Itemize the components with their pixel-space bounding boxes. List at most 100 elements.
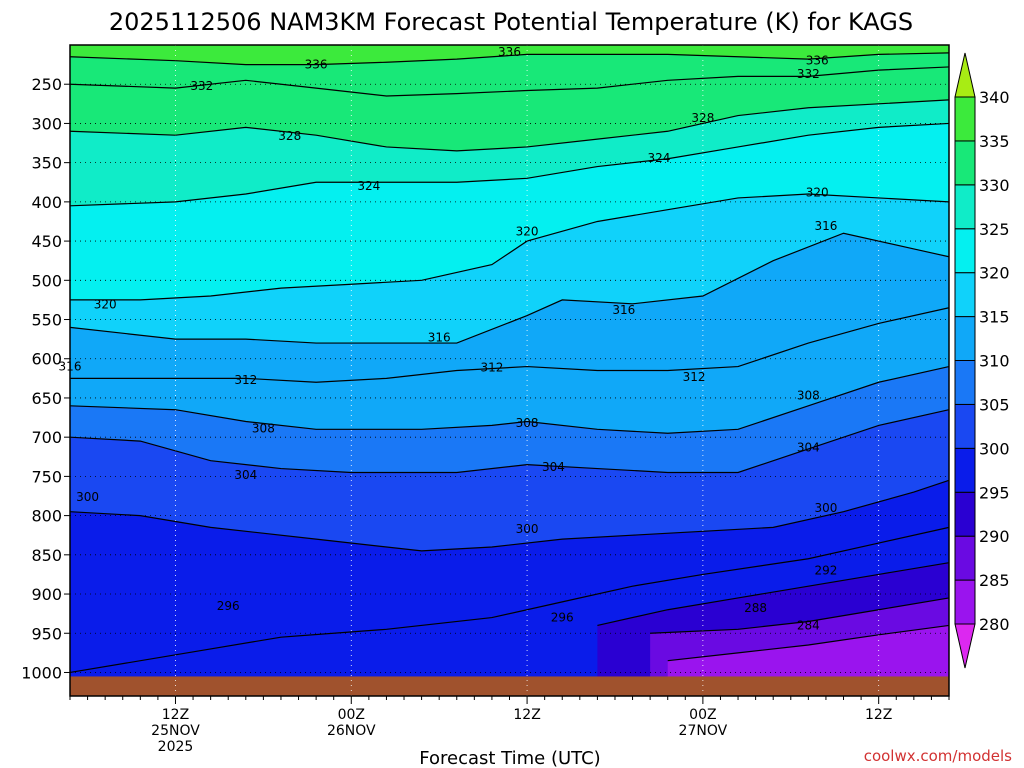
y-tick-label: 250 <box>31 75 62 94</box>
contour-line-332 <box>69 66 950 97</box>
colorbar-segment <box>954 360 976 405</box>
theta-contours <box>69 52 950 674</box>
colorbar-label: 280 <box>979 615 1010 634</box>
colorbar-segment <box>954 535 976 581</box>
contour-label: 324 <box>647 151 670 165</box>
contour-line-316 <box>69 232 950 344</box>
colorbar-segment <box>954 447 976 493</box>
colorbar-label: 330 <box>979 176 1010 195</box>
contour-line-336 <box>69 52 950 66</box>
contour-label: 316 <box>428 331 451 345</box>
contour-label: 312 <box>683 370 706 384</box>
colorbar-segment <box>954 96 976 142</box>
contour-label: 308 <box>252 422 275 436</box>
contour-label: 324 <box>357 179 380 193</box>
colorbar-label: 340 <box>979 88 1010 107</box>
grid-lines <box>70 45 949 696</box>
colorbar-segment <box>954 184 976 230</box>
theta-band <box>70 123 949 300</box>
colorbar-segment <box>954 272 976 318</box>
contour-line-320 <box>70 193 950 301</box>
theta-band <box>70 480 949 673</box>
x-tick-label: 25NOV <box>151 723 200 739</box>
contour-label: 328 <box>278 129 301 143</box>
x-tick-label: 12Z <box>162 707 189 723</box>
colorbar: 280 285 290 295 300 305 310 315 320 325 330 335 340 <box>954 52 1010 669</box>
contour-line-308 <box>69 365 950 434</box>
contour-label: 320 <box>516 225 539 239</box>
colorbar-segment <box>954 403 976 449</box>
x-tick-label: 27NOV <box>679 723 728 739</box>
contour-label: 320 <box>94 298 117 312</box>
x-tick-label: 12Z <box>865 707 892 723</box>
contour-label: 320 <box>806 185 829 199</box>
y-tick-label: 500 <box>31 271 62 290</box>
colorbar-label: 335 <box>979 132 1010 151</box>
contour-label: 316 <box>814 219 837 233</box>
credit-text: coolwx.com/models <box>864 747 1012 765</box>
y-tick-label: 300 <box>31 114 62 133</box>
y-tick-label: 1000 <box>21 663 62 682</box>
colorbar-label: 300 <box>979 439 1010 458</box>
y-tick-label: 900 <box>31 585 62 604</box>
contour-label: 304 <box>542 460 565 474</box>
contour-label: 332 <box>190 79 213 93</box>
contour-label: 296 <box>551 611 574 625</box>
theta-band <box>70 307 949 434</box>
contour-label: 316 <box>612 303 635 317</box>
y-tick-label: 600 <box>31 350 62 369</box>
colorbar-segment <box>954 228 976 274</box>
colorbar-max-arrow <box>954 52 976 98</box>
ground-surface <box>70 676 949 696</box>
y-tick-label: 450 <box>31 232 62 251</box>
contour-label: 336 <box>498 45 521 59</box>
colorbar-label: 290 <box>979 527 1010 546</box>
y-tick-label: 700 <box>31 428 62 447</box>
x-tick-label: 26NOV <box>327 723 376 739</box>
theta-color-bands <box>70 45 949 673</box>
contour-line-292 <box>597 562 950 626</box>
contour-line-328 <box>69 99 950 152</box>
colorbar-label: 315 <box>979 308 1010 327</box>
colorbar-segment <box>954 316 976 362</box>
contour-label: 336 <box>305 58 328 72</box>
y-tick-label: 550 <box>31 311 62 330</box>
y-tick-label: 950 <box>31 624 62 643</box>
contour-label: 308 <box>797 389 820 403</box>
y-tick-label: 400 <box>31 193 62 212</box>
x-tick-label: 2025 <box>158 739 194 755</box>
contour-label: 304 <box>797 440 820 454</box>
x-tick-label: 00Z <box>338 707 365 723</box>
contour-line-304 <box>69 409 950 474</box>
contour-label: 300 <box>76 490 99 504</box>
contour-line-284 <box>667 624 950 662</box>
y-tick-label: 750 <box>31 467 62 486</box>
ground-mask <box>70 676 949 696</box>
theta-band <box>70 409 949 551</box>
chart-title: 2025112506 NAM3KM Forecast Potential Tem… <box>109 8 913 36</box>
theta-band <box>70 194 949 344</box>
y-tick-label: 800 <box>31 507 62 526</box>
contour-line-288 <box>650 597 950 634</box>
colorbar-segment <box>954 140 976 186</box>
pressure-axis: 250 300 350 400 450 500 550 600 650 700 750 800 850 9… <box>21 75 70 682</box>
theta-band <box>70 45 949 65</box>
theta-band <box>70 233 949 383</box>
y-tick-label: 650 <box>31 389 62 408</box>
colorbar-segment <box>954 579 976 625</box>
colorbar-segment <box>954 491 976 537</box>
theta-band <box>70 99 949 206</box>
contour-label: 284 <box>797 618 820 632</box>
contour-label: 304 <box>234 468 257 482</box>
contour-label: 312 <box>480 360 503 374</box>
x-tick-label: 12Z <box>513 707 540 723</box>
y-tick-label: 350 <box>31 154 62 173</box>
contour-label: 292 <box>814 564 837 578</box>
colorbar-label: 310 <box>979 352 1010 371</box>
y-tick-label: 850 <box>31 546 62 565</box>
theta-band <box>70 66 949 151</box>
colorbar-label: 295 <box>979 483 1010 502</box>
contour-line-296 <box>69 526 950 674</box>
